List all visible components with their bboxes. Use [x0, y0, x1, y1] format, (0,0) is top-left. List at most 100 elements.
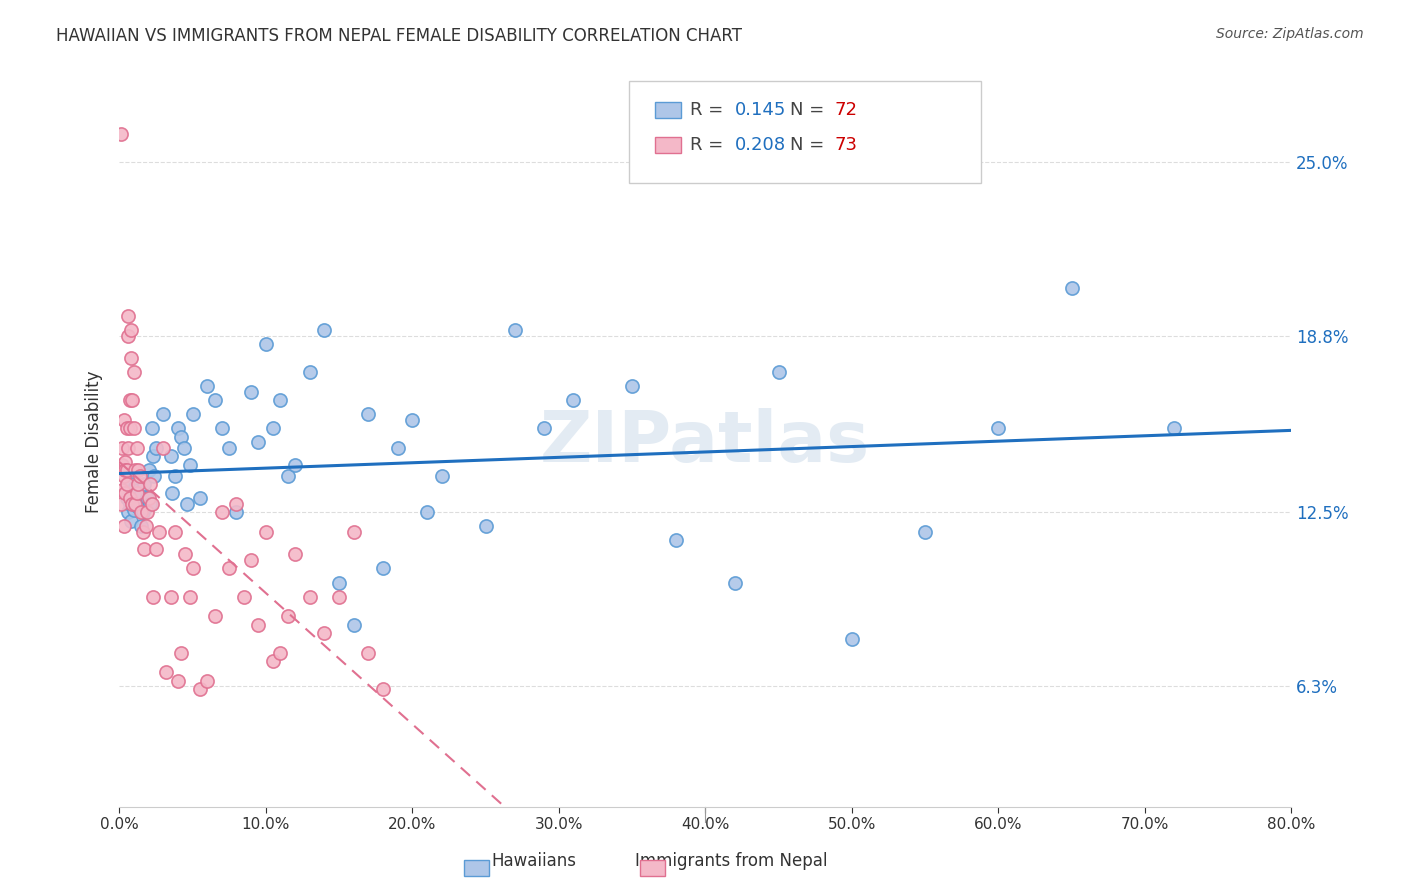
Point — [173, 441, 195, 455]
Point — [254, 524, 277, 539]
Text: 72: 72 — [834, 102, 858, 120]
Point — [277, 469, 299, 483]
Point — [112, 519, 135, 533]
Point — [174, 548, 197, 562]
Point — [665, 533, 688, 548]
Point — [121, 393, 143, 408]
Point — [562, 393, 585, 408]
Point — [125, 491, 148, 506]
Point — [195, 673, 218, 688]
Text: R =: R = — [690, 136, 730, 154]
Point — [211, 421, 233, 435]
Point — [135, 500, 157, 514]
Point — [211, 505, 233, 519]
Point — [357, 646, 380, 660]
Text: N =: N = — [790, 102, 830, 120]
Point — [129, 519, 152, 533]
Point — [120, 477, 142, 491]
Point — [118, 491, 141, 506]
Point — [160, 485, 183, 500]
Point — [135, 519, 157, 533]
Point — [416, 505, 439, 519]
Point — [118, 497, 141, 511]
Point — [115, 463, 138, 477]
FancyBboxPatch shape — [628, 81, 981, 183]
Point — [262, 421, 284, 435]
Point — [122, 502, 145, 516]
Text: N =: N = — [790, 136, 830, 154]
Text: Source: ZipAtlas.com: Source: ZipAtlas.com — [1216, 27, 1364, 41]
Point — [247, 435, 270, 450]
Point — [129, 505, 152, 519]
Point — [118, 393, 141, 408]
Point — [118, 483, 141, 497]
Point — [218, 441, 240, 455]
Point — [111, 441, 134, 455]
Point — [298, 590, 321, 604]
Point — [121, 485, 143, 500]
Point — [138, 491, 160, 506]
Point — [136, 505, 159, 519]
Point — [188, 491, 211, 506]
Point — [143, 469, 166, 483]
Point — [314, 626, 336, 640]
Text: Hawaiians: Hawaiians — [492, 852, 576, 870]
Point — [170, 646, 193, 660]
Point — [163, 469, 186, 483]
Text: ZIPatlas: ZIPatlas — [540, 408, 870, 476]
Point — [254, 337, 277, 351]
Point — [136, 491, 159, 506]
Point — [225, 497, 247, 511]
Point — [124, 497, 146, 511]
Point — [195, 379, 218, 393]
Point — [159, 590, 181, 604]
Point — [122, 421, 145, 435]
Point — [232, 590, 254, 604]
Point — [240, 553, 263, 567]
Text: 0.208: 0.208 — [734, 136, 786, 154]
Point — [155, 665, 177, 680]
Point — [138, 463, 160, 477]
Point — [298, 365, 321, 379]
Point — [124, 463, 146, 477]
Point — [167, 421, 190, 435]
Point — [127, 477, 149, 491]
Point — [111, 483, 134, 497]
Text: 0.145: 0.145 — [734, 102, 786, 120]
Point — [120, 323, 142, 337]
Point — [141, 421, 163, 435]
Point — [181, 561, 204, 575]
Point — [128, 497, 150, 511]
Point — [163, 524, 186, 539]
Point — [110, 497, 132, 511]
Point — [371, 682, 394, 697]
Point — [139, 477, 162, 491]
Point — [152, 407, 174, 421]
Point — [145, 541, 167, 556]
Point — [218, 561, 240, 575]
Point — [152, 441, 174, 455]
Point — [284, 548, 307, 562]
Point — [179, 590, 201, 604]
Point — [118, 421, 141, 435]
Point — [117, 505, 139, 519]
Point — [112, 413, 135, 427]
Point — [120, 351, 142, 365]
Point — [111, 458, 134, 472]
Point — [142, 590, 165, 604]
Text: R =: R = — [690, 102, 730, 120]
Point — [127, 463, 149, 477]
Point — [127, 500, 149, 514]
Text: HAWAIIAN VS IMMIGRANTS FROM NEPAL FEMALE DISABILITY CORRELATION CHART: HAWAIIAN VS IMMIGRANTS FROM NEPAL FEMALE… — [56, 27, 742, 45]
Point — [125, 485, 148, 500]
Point — [142, 449, 165, 463]
FancyBboxPatch shape — [655, 137, 681, 153]
Point — [240, 384, 263, 399]
Point — [1060, 281, 1083, 295]
Point — [533, 421, 555, 435]
Point — [343, 524, 366, 539]
Point — [127, 483, 149, 497]
Point — [128, 469, 150, 483]
Point — [122, 365, 145, 379]
Point — [277, 609, 299, 624]
